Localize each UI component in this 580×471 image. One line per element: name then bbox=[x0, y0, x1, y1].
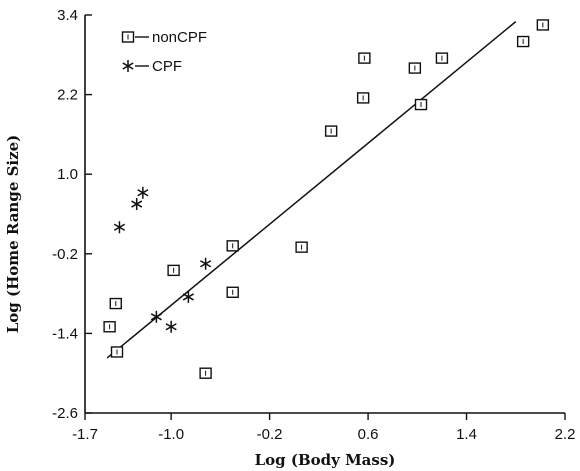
y-tick-label: 2.2 bbox=[57, 87, 78, 104]
data-point-cpf bbox=[165, 320, 177, 333]
data-point-cpf bbox=[137, 186, 149, 199]
legend-item: CPF bbox=[122, 58, 182, 75]
legend: nonCPF CPF bbox=[121, 29, 207, 75]
x-tick-label: -1.7 bbox=[72, 426, 98, 443]
legend-item: nonCPF bbox=[121, 29, 207, 46]
axes bbox=[84, 15, 565, 414]
data-point-noncpf bbox=[226, 240, 239, 252]
data-point-noncpf bbox=[414, 98, 428, 111]
y-tick-label: -0.2 bbox=[52, 246, 78, 263]
legend-label: nonCPF bbox=[152, 29, 207, 46]
data-point-cpf bbox=[131, 198, 143, 211]
x-tick-label: 2.2 bbox=[555, 426, 576, 443]
data-point-noncpf bbox=[103, 321, 116, 333]
data-point-noncpf bbox=[435, 52, 449, 64]
data-point-noncpf bbox=[109, 297, 122, 310]
legend-label: CPF bbox=[152, 58, 182, 75]
axis-ticks: -1.7 -1.0 -0.2 0.6 1.4 2.2 -2.6 -1.4 -0.2 1.0 2.2 3… bbox=[52, 7, 575, 443]
regression-line-layer bbox=[106, 21, 517, 359]
data-point-cpf bbox=[200, 257, 212, 270]
data-point-noncpf bbox=[226, 286, 239, 298]
data-point-cpf bbox=[113, 221, 126, 234]
x-axis-label: Log (Body Mass) bbox=[255, 451, 396, 469]
data-point-noncpf bbox=[536, 19, 550, 31]
y-tick-label: 3.4 bbox=[57, 7, 78, 24]
data-point-noncpf bbox=[516, 35, 530, 48]
regression-line bbox=[106, 21, 517, 359]
x-tick-label: 0.6 bbox=[358, 426, 379, 443]
data-point-noncpf bbox=[408, 62, 422, 74]
data-point-noncpf bbox=[167, 264, 180, 277]
data-point-noncpf bbox=[110, 346, 124, 358]
x-tick-label: -0.2 bbox=[257, 426, 283, 443]
y-axis-label: Log (Home Range Size) bbox=[4, 135, 22, 334]
data-point-cpf bbox=[182, 290, 194, 303]
data-points bbox=[103, 19, 550, 379]
y-tick-label: -1.4 bbox=[52, 325, 78, 342]
y-tick-label: -2.6 bbox=[52, 405, 78, 422]
legend-marker-square-icon bbox=[121, 31, 135, 43]
data-point-noncpf bbox=[356, 92, 370, 104]
x-tick-label: 1.4 bbox=[456, 426, 477, 443]
data-point-cpf bbox=[150, 310, 162, 323]
data-point-noncpf bbox=[324, 125, 338, 137]
x-tick-label: -1.0 bbox=[158, 426, 184, 443]
legend-marker-star-icon bbox=[122, 60, 134, 72]
data-point-noncpf bbox=[199, 367, 212, 379]
y-tick-label: 1.0 bbox=[57, 166, 78, 183]
data-point-noncpf bbox=[295, 241, 308, 253]
data-point-noncpf bbox=[358, 52, 371, 64]
